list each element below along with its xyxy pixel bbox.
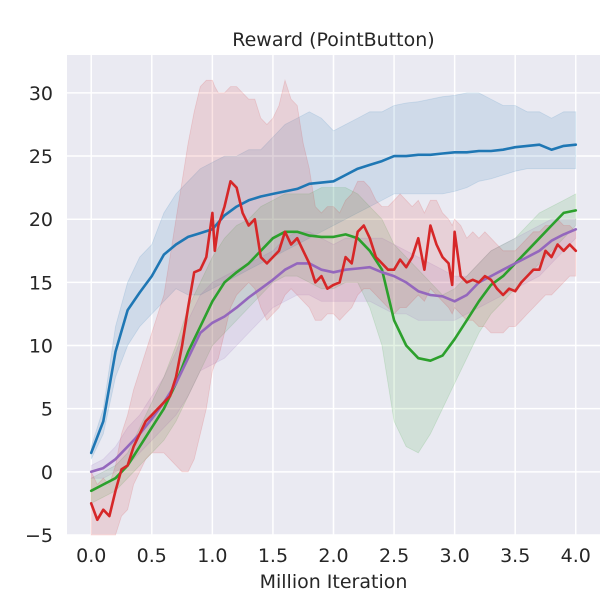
x-tick-label: 1.5 <box>258 545 288 567</box>
y-tick-labels: −5 0 5 10 15 20 25 30 <box>25 83 53 547</box>
series-band-0 <box>90 92 577 460</box>
grid-lines <box>67 55 600 536</box>
x-tick-label: 3.0 <box>440 545 470 567</box>
y-tick-label: 15 <box>29 272 53 294</box>
y-tick-label: 5 <box>41 399 53 421</box>
chart-title: Reward (PointButton) <box>232 29 434 51</box>
series-band-1 <box>90 187 577 505</box>
series-lines <box>89 143 578 522</box>
x-tick-label: 2.5 <box>379 545 409 567</box>
y-tick-label: 25 <box>29 146 53 168</box>
y-tick-label: 10 <box>29 336 53 358</box>
y-tick-label: −5 <box>25 525 53 547</box>
x-tick-label: 3.5 <box>500 545 530 567</box>
x-tick-label: 2.0 <box>318 545 348 567</box>
x-tick-label: 1.0 <box>197 545 227 567</box>
x-tick-label: 0.5 <box>137 545 167 567</box>
x-tick-label: 4.0 <box>561 545 591 567</box>
series-line-0 <box>89 143 578 455</box>
x-tick-label: 0.0 <box>76 545 106 567</box>
x-tick-labels: 0.0 0.5 1.0 1.5 2.0 2.5 3.0 3.5 4.0 <box>76 545 591 567</box>
y-tick-label: 0 <box>41 462 53 484</box>
series-band-2 <box>90 218 577 479</box>
series-band-3 <box>90 78 577 536</box>
x-axis-title: Million Iteration <box>260 571 408 593</box>
series-line-3 <box>89 180 578 522</box>
y-tick-label: 30 <box>29 83 53 105</box>
y-tick-label: 20 <box>29 209 53 231</box>
confidence-bands <box>90 78 577 536</box>
